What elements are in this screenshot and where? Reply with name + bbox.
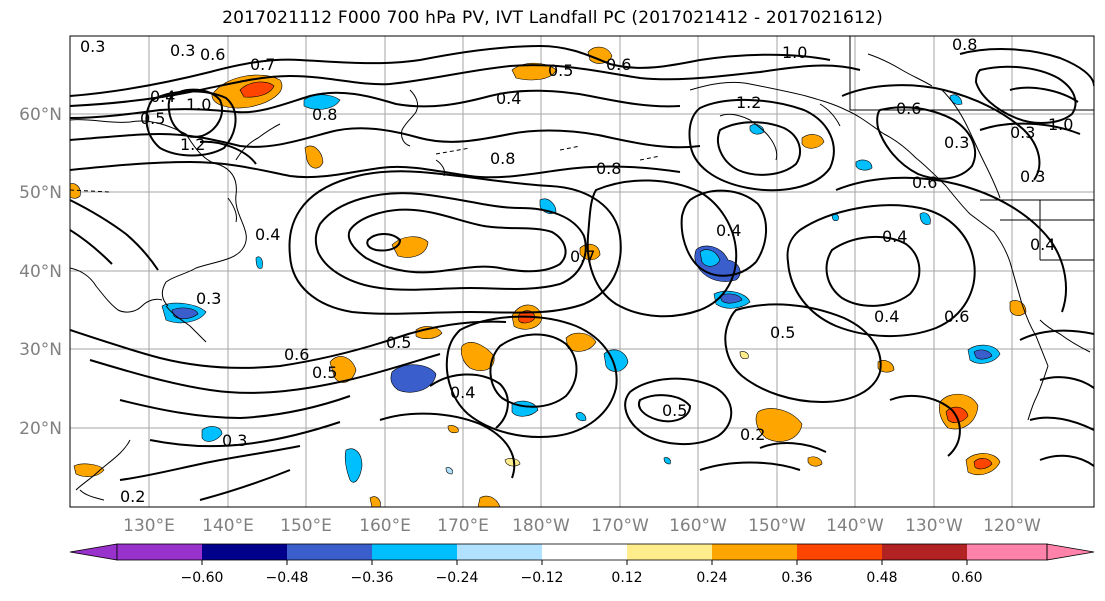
- contour-label: 0.4: [882, 227, 907, 246]
- map-frame: [69, 35, 1095, 508]
- contour-label: 0.5: [386, 333, 411, 352]
- colorbar-tick-label: −0.60: [181, 570, 224, 586]
- lon-labels: 130°E 140°E 150°E 160°E 170°E 180°W 170°…: [123, 516, 1041, 536]
- contour-label: 0.2: [740, 425, 765, 444]
- colorbar-tick-label: 0.36: [781, 570, 812, 586]
- colorbar-tick-label: −0.36: [351, 570, 394, 586]
- contour-label: 0.3: [196, 289, 221, 308]
- colorbar-extend-min: [69, 543, 118, 561]
- contour-label: 0.4: [1030, 235, 1055, 254]
- lon-label: 180°W: [512, 516, 570, 536]
- lon-label: 130°W: [905, 516, 963, 536]
- lat-label-20n: 20°N: [19, 419, 62, 439]
- contour-label: 1.0: [186, 95, 211, 114]
- contour-label: 0.4: [874, 307, 899, 326]
- colorbar-segment: [202, 544, 287, 560]
- colorbar-segment: [882, 544, 967, 560]
- lat-label-60n: 60°N: [19, 105, 62, 125]
- colorbar-tick-label: 0.12: [611, 570, 642, 586]
- lon-label: 150°E: [280, 516, 332, 536]
- colorbar: −0.60 −0.48 −0.36 −0.24 −0.12 0.12 0.24 …: [69, 543, 1095, 586]
- contour-label: 0.4: [450, 383, 475, 402]
- lon-label: 120°W: [983, 516, 1041, 536]
- colorbar-tick-label: −0.24: [436, 570, 479, 586]
- gridlines: [70, 36, 1094, 507]
- lat-label-30n: 30°N: [19, 340, 62, 360]
- colorbar-frame: [116, 543, 1048, 561]
- colorbar-tick-label: −0.12: [521, 570, 564, 586]
- contour-label: 0.6: [284, 345, 309, 364]
- contour-label: 1.0: [1048, 115, 1073, 134]
- lon-label: 160°W: [669, 516, 727, 536]
- contour-label: 0.3: [222, 431, 247, 450]
- colorbar-segment: [457, 544, 542, 560]
- colorbar-segment: [797, 544, 882, 560]
- colorbar-segment: [117, 544, 202, 560]
- contour-label: 0.3: [80, 37, 105, 56]
- map-panel: 0.3 0.4 0.5 0.6 0.7 0.8 1.0 1.2 0.6 0.5 …: [69, 35, 1095, 508]
- contour-label: 0.7: [250, 55, 275, 74]
- map-title: 2017021112 F000 700 hPa PV, IVT Landfall…: [222, 8, 883, 28]
- pv-contours: [70, 44, 1094, 501]
- contour-label: 1.0: [782, 43, 807, 62]
- contour-label: 0.4: [496, 89, 521, 108]
- contour-label: 0.3: [170, 41, 195, 60]
- contour-label: 0.3: [944, 133, 969, 152]
- contour-label: 0.5: [662, 401, 687, 420]
- colorbar-segment: [542, 544, 627, 560]
- colorbar-tick-label: 0.24: [696, 570, 727, 586]
- lon-label: 160°E: [359, 516, 411, 536]
- colorbar-segment: [372, 544, 457, 560]
- colorbar-tick-label: 0.48: [866, 570, 897, 586]
- contour-label: 0.6: [606, 55, 631, 74]
- contour-label: 0.4: [255, 225, 280, 244]
- colorbar-segment: [712, 544, 797, 560]
- lon-label: 140°E: [202, 516, 254, 536]
- coastlines: [70, 36, 1094, 501]
- contour-label: 0.6: [912, 173, 937, 192]
- colorbar-extend-max: [1046, 543, 1095, 561]
- contour-label: 0.2: [120, 487, 145, 506]
- contour-label: 0.8: [596, 159, 621, 178]
- contour-label: 0.5: [312, 363, 337, 382]
- contour-labels: 0.3 0.4 0.5 0.6 0.7 0.8 1.0 1.2 0.6 0.5 …: [80, 35, 1073, 506]
- contour-label: 0.6: [896, 99, 921, 118]
- lon-label: 150°W: [748, 516, 806, 536]
- contour-label: 0.4: [150, 87, 175, 106]
- contour-label: 0.6: [200, 45, 225, 64]
- contour-label: 0.6: [944, 307, 969, 326]
- contour-label: 0.3: [1020, 167, 1045, 186]
- contour-label: 0.8: [312, 105, 337, 124]
- lon-label: 170°W: [591, 516, 649, 536]
- contour-label: 0.3: [1010, 123, 1035, 142]
- lat-label-50n: 50°N: [19, 183, 62, 203]
- lon-label: 140°W: [826, 516, 884, 536]
- contour-label: 1.2: [180, 135, 205, 154]
- colorbar-segment: [627, 544, 712, 560]
- colorbar-tick-label: −0.48: [266, 570, 309, 586]
- colorbar-tick-label: 0.60: [951, 570, 982, 586]
- lon-label: 130°E: [123, 516, 175, 536]
- lat-label-40n: 40°N: [19, 262, 62, 282]
- contour-label: 0.4: [716, 221, 741, 240]
- political-boundaries: [70, 145, 661, 193]
- contour-label: 0.5: [140, 109, 165, 128]
- contour-label: 0.7: [570, 247, 595, 266]
- contour-label: 1.2: [736, 93, 761, 112]
- contour-label: 0.5: [770, 323, 795, 342]
- contour-label: 0.8: [490, 149, 515, 168]
- lat-labels: 60°N 50°N 40°N 30°N 20°N: [19, 105, 62, 439]
- colorbar-segment: [287, 544, 372, 560]
- contour-label: 0.8: [952, 35, 977, 54]
- lon-label: 170°E: [437, 516, 489, 536]
- contour-label: 0.5: [548, 61, 573, 80]
- colorbar-segment: [967, 544, 1047, 560]
